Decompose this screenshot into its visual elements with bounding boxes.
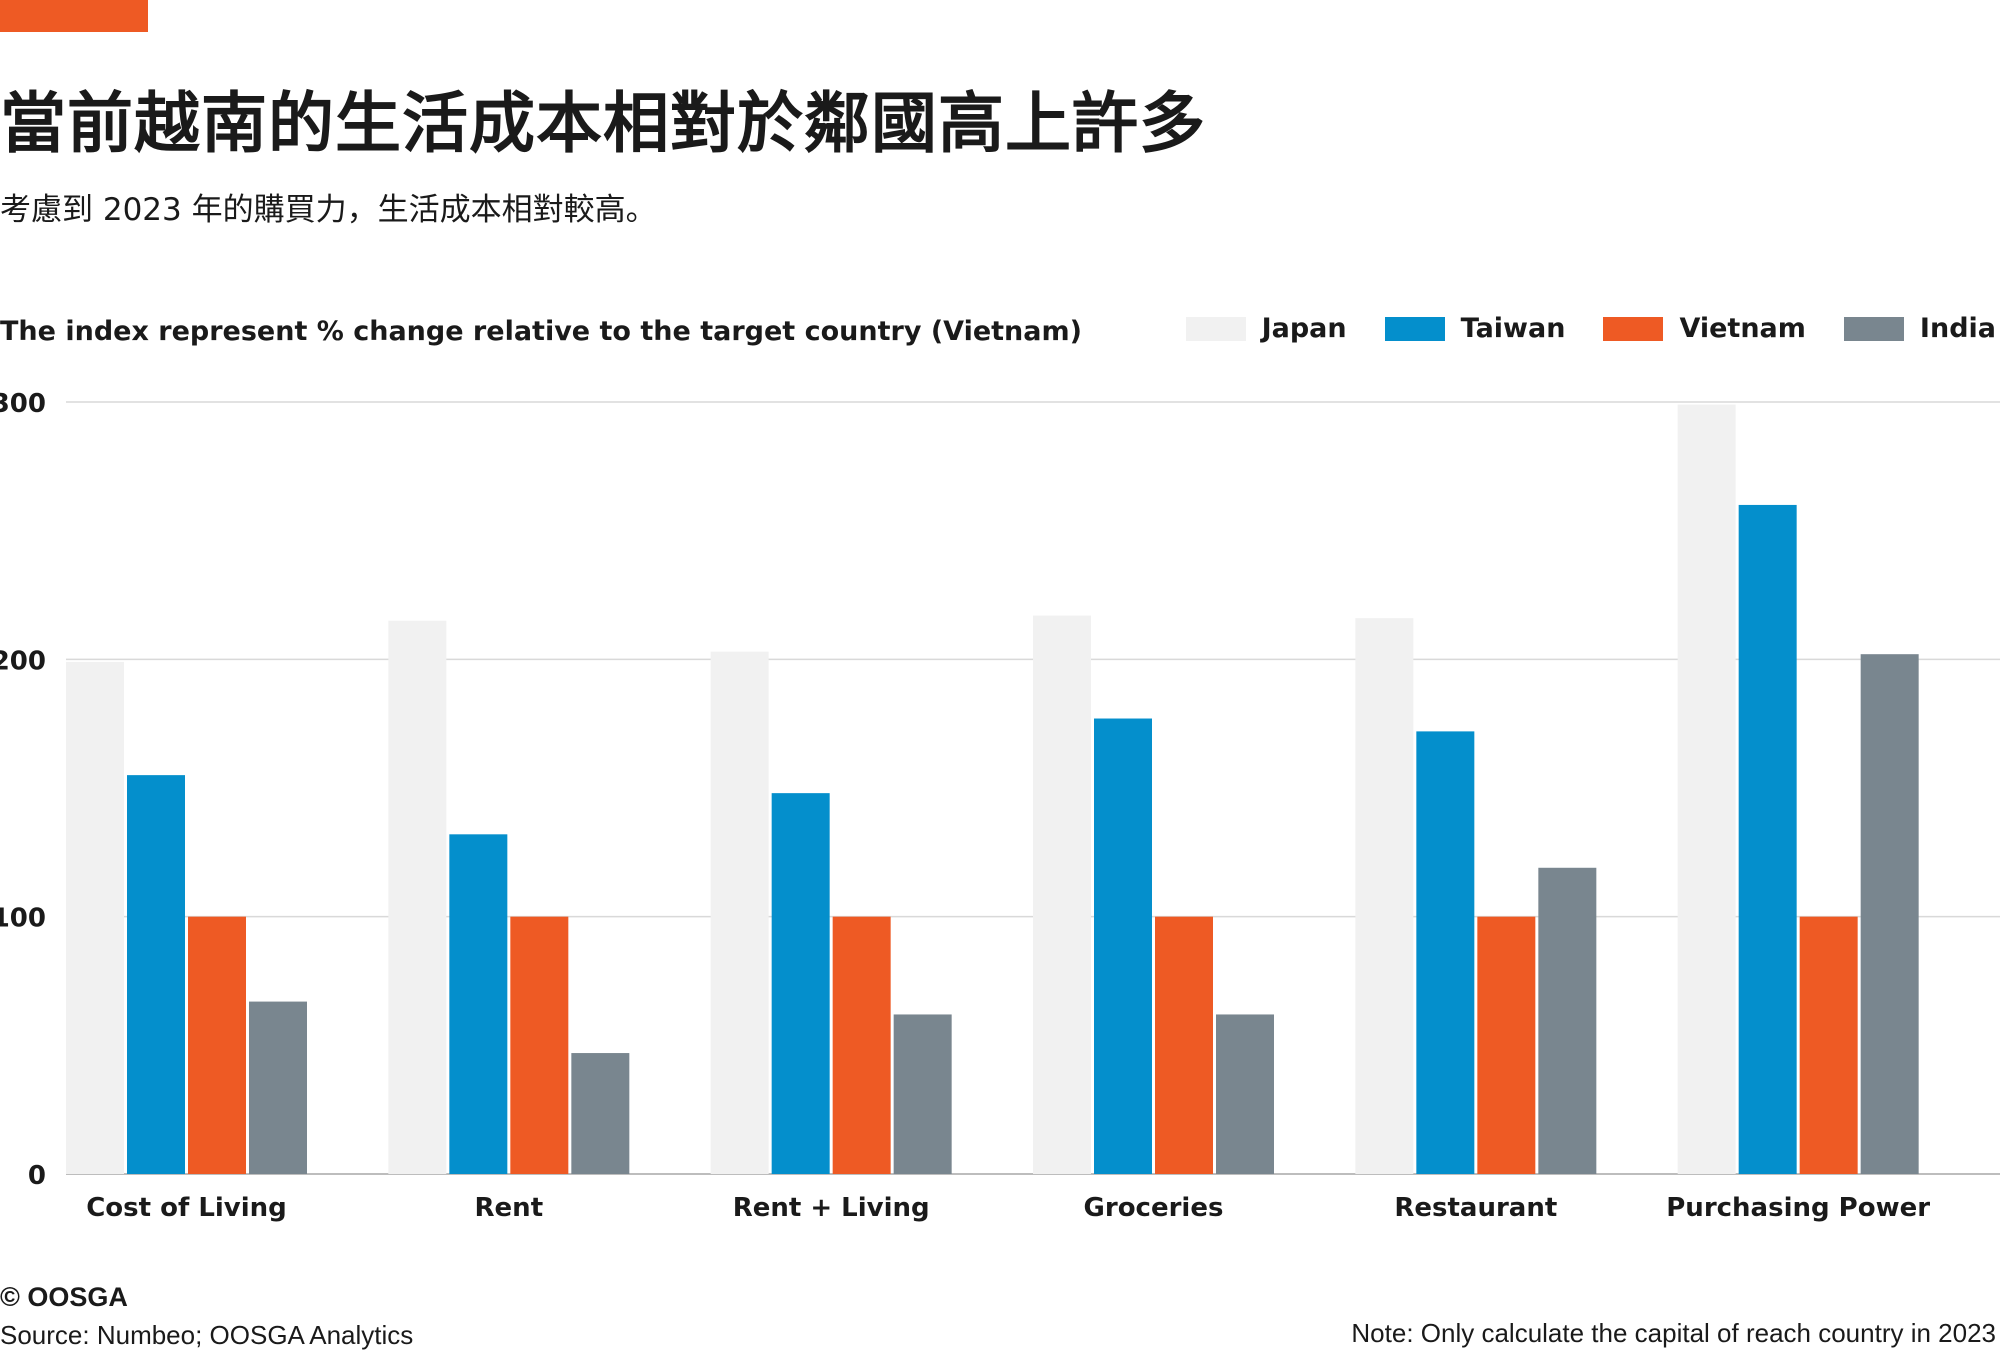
x-tick-label: Rent + Living <box>733 1193 930 1223</box>
bar-india-1 <box>571 1053 630 1174</box>
legend-label-japan: Japan <box>1261 313 1347 344</box>
bar-taiwan-2 <box>771 793 830 1174</box>
bar-taiwan-4 <box>1416 731 1475 1174</box>
bar-japan-2 <box>710 651 769 1174</box>
y-tick-label: 300 <box>0 389 46 419</box>
x-tick-label: Purchasing Power <box>1666 1193 1930 1223</box>
legend-swatch-india <box>1843 316 1904 341</box>
bar-vietnam-5 <box>1799 916 1858 1174</box>
bar-vietnam-0 <box>188 916 246 1174</box>
chart-legend: Japan Taiwan Vietnam India <box>1185 313 1996 344</box>
bar-india-2 <box>893 1014 952 1174</box>
accent-bar <box>0 0 148 32</box>
chart-title: The index represent % change relative to… <box>0 316 1082 347</box>
bar-taiwan-1 <box>449 834 508 1174</box>
page-subtitle: 考慮到 2023 年的購買力，生活成本相對較高。 <box>0 192 657 228</box>
legend-swatch-vietnam <box>1603 316 1664 341</box>
bar-india-5 <box>1860 654 1919 1174</box>
bar-japan-0 <box>66 661 124 1174</box>
bar-taiwan-0 <box>127 775 185 1174</box>
bar-vietnam-3 <box>1155 916 1213 1174</box>
y-tick-label: 100 <box>0 904 46 934</box>
legend-label-india: India <box>1919 313 1996 344</box>
source-note: Source: Numbeo; OOSGA Analytics <box>0 1320 414 1350</box>
page-title: 當前越南的生活成本相對於鄰國高上許多 <box>0 85 1206 162</box>
bar-india-3 <box>1216 1014 1274 1174</box>
legend-label-taiwan: Taiwan <box>1460 313 1566 344</box>
x-tick-label: Groceries <box>1084 1193 1224 1223</box>
legend-swatch-taiwan <box>1384 316 1445 341</box>
copyright: © OOSGA <box>0 1282 128 1312</box>
bar-vietnam-1 <box>510 916 569 1174</box>
bar-japan-1 <box>388 620 447 1174</box>
bar-taiwan-3 <box>1094 718 1152 1174</box>
bar-vietnam-4 <box>1477 916 1536 1174</box>
x-tick-label: Rent <box>475 1193 544 1223</box>
legend-item-taiwan: Taiwan <box>1384 313 1566 344</box>
legend-swatch-japan <box>1185 316 1246 341</box>
x-tick-label: Cost of Living <box>86 1193 287 1223</box>
legend-item-vietnam: Vietnam <box>1603 313 1806 344</box>
bar-chart: 0 100 200 300 Cost of Living Rent Rent + Livin… <box>0 389 2000 1223</box>
footnote: Note: Only calculate the capital of reac… <box>1351 1318 1996 1348</box>
y-tick-label: 200 <box>0 646 46 676</box>
bar-japan-3 <box>1033 615 1091 1174</box>
bar-taiwan-5 <box>1738 504 1797 1174</box>
x-tick-label: Restaurant <box>1394 1193 1557 1223</box>
legend-item-india: India <box>1843 313 1996 344</box>
legend-item-japan: Japan <box>1185 313 1347 344</box>
bar-japan-5 <box>1677 404 1736 1174</box>
bar-india-0 <box>249 1001 307 1174</box>
y-tick-label: 0 <box>28 1161 46 1191</box>
bar-japan-4 <box>1355 618 1414 1174</box>
bar-india-4 <box>1538 867 1597 1174</box>
bar-vietnam-2 <box>832 916 891 1174</box>
legend-label-vietnam: Vietnam <box>1679 313 1806 344</box>
